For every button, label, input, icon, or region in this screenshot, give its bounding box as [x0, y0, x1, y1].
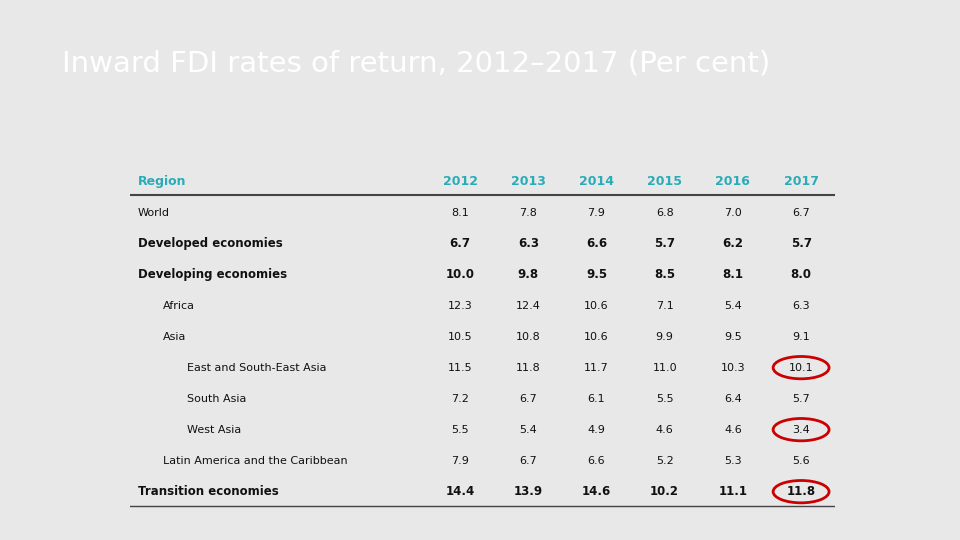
Text: 5.4: 5.4: [724, 301, 742, 310]
Text: 4.9: 4.9: [588, 424, 606, 435]
Text: Developing economies: Developing economies: [138, 268, 287, 281]
Text: Africa: Africa: [163, 301, 195, 310]
Text: West Asia: West Asia: [187, 424, 242, 435]
Text: 6.6: 6.6: [588, 456, 606, 465]
Text: 10.2: 10.2: [650, 485, 679, 498]
Text: 6.7: 6.7: [792, 207, 810, 218]
Text: 5.5: 5.5: [451, 424, 468, 435]
Text: Inward FDI rates of return, 2012–2017 (Per cent): Inward FDI rates of return, 2012–2017 (P…: [62, 49, 771, 77]
Text: 8.1: 8.1: [722, 268, 743, 281]
Text: 5.5: 5.5: [656, 394, 674, 403]
Text: 10.1: 10.1: [789, 363, 813, 373]
Text: 11.5: 11.5: [447, 363, 472, 373]
Text: 2014: 2014: [579, 175, 614, 188]
Text: South Asia: South Asia: [187, 394, 247, 403]
Text: 6.3: 6.3: [517, 237, 539, 250]
Text: 8.0: 8.0: [791, 268, 811, 281]
Text: 9.1: 9.1: [792, 332, 810, 342]
Text: 5.6: 5.6: [792, 456, 810, 465]
Text: 14.4: 14.4: [445, 485, 474, 498]
Text: 7.1: 7.1: [656, 301, 674, 310]
Text: 10.3: 10.3: [721, 363, 745, 373]
Text: 12.3: 12.3: [447, 301, 472, 310]
Text: 10.6: 10.6: [584, 301, 609, 310]
Text: 7.9: 7.9: [588, 207, 606, 218]
Text: 6.8: 6.8: [656, 207, 674, 218]
Text: 6.2: 6.2: [722, 237, 743, 250]
Text: 13.9: 13.9: [514, 485, 542, 498]
Text: 4.6: 4.6: [724, 424, 742, 435]
Text: 2012: 2012: [443, 175, 477, 188]
Text: Asia: Asia: [163, 332, 186, 342]
Text: 6.3: 6.3: [792, 301, 810, 310]
Text: 10.6: 10.6: [584, 332, 609, 342]
Text: 9.5: 9.5: [724, 332, 742, 342]
Text: 11.8: 11.8: [786, 485, 816, 498]
Text: 5.7: 5.7: [654, 237, 675, 250]
Text: 11.0: 11.0: [653, 363, 677, 373]
Text: 6.7: 6.7: [449, 237, 470, 250]
Text: World: World: [138, 207, 170, 218]
Text: 5.3: 5.3: [724, 456, 742, 465]
Text: 5.2: 5.2: [656, 456, 674, 465]
Text: 2017: 2017: [783, 175, 819, 188]
Text: 5.7: 5.7: [791, 237, 811, 250]
Text: 6.7: 6.7: [519, 394, 538, 403]
Text: Region: Region: [138, 175, 186, 188]
Text: 6.4: 6.4: [724, 394, 742, 403]
Text: 7.9: 7.9: [451, 456, 469, 465]
Text: 3.4: 3.4: [792, 424, 810, 435]
Text: 5.7: 5.7: [792, 394, 810, 403]
Text: 11.1: 11.1: [718, 485, 748, 498]
Text: 14.6: 14.6: [582, 485, 612, 498]
Text: 10.0: 10.0: [445, 268, 474, 281]
Text: 8.1: 8.1: [451, 207, 468, 218]
Text: 6.1: 6.1: [588, 394, 606, 403]
Text: Developed economies: Developed economies: [138, 237, 283, 250]
Text: East and South-East Asia: East and South-East Asia: [187, 363, 327, 373]
Text: 7.2: 7.2: [451, 394, 469, 403]
Text: 12.4: 12.4: [516, 301, 540, 310]
Text: 7.8: 7.8: [519, 207, 538, 218]
Text: 9.9: 9.9: [656, 332, 674, 342]
Text: 9.5: 9.5: [586, 268, 607, 281]
Text: 8.5: 8.5: [654, 268, 675, 281]
Text: 11.8: 11.8: [516, 363, 540, 373]
Text: 2016: 2016: [715, 175, 751, 188]
Text: Transition economies: Transition economies: [138, 485, 278, 498]
Text: 2015: 2015: [647, 175, 683, 188]
Text: 9.8: 9.8: [517, 268, 539, 281]
Text: 11.7: 11.7: [584, 363, 609, 373]
Text: 10.8: 10.8: [516, 332, 540, 342]
Text: 4.6: 4.6: [656, 424, 674, 435]
Text: Latin America and the Caribbean: Latin America and the Caribbean: [163, 456, 348, 465]
Text: 5.4: 5.4: [519, 424, 538, 435]
Text: 2013: 2013: [511, 175, 545, 188]
Text: 6.6: 6.6: [586, 237, 607, 250]
Text: 6.7: 6.7: [519, 456, 538, 465]
Text: 10.5: 10.5: [447, 332, 472, 342]
Text: 7.0: 7.0: [724, 207, 742, 218]
